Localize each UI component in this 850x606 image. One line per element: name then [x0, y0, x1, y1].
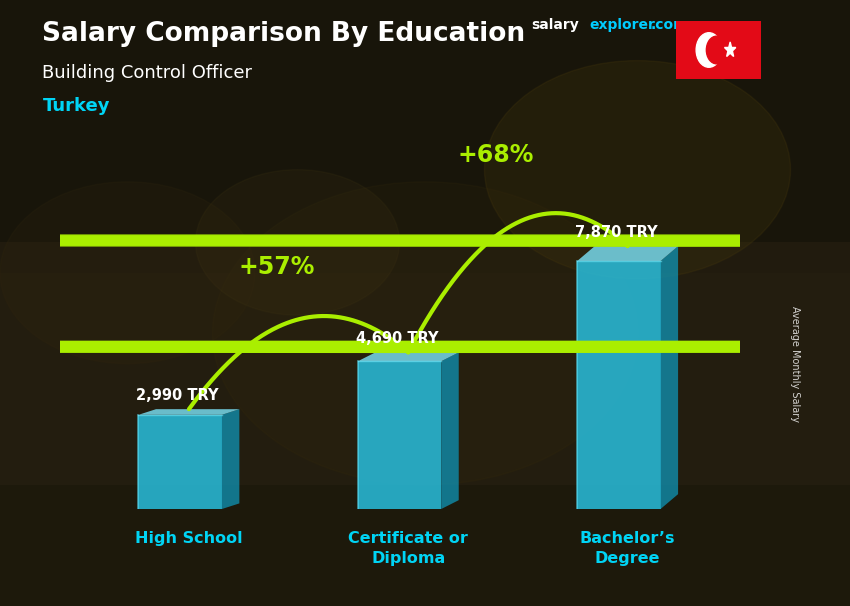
Text: High School: High School [135, 531, 243, 546]
Text: Turkey: Turkey [42, 97, 110, 115]
Polygon shape [660, 246, 678, 509]
Text: 7,870 TRY: 7,870 TRY [575, 225, 658, 240]
FancyBboxPatch shape [577, 261, 660, 509]
Circle shape [484, 61, 790, 279]
Bar [0, 0, 850, 273]
Text: +57%: +57% [239, 255, 314, 279]
Polygon shape [0, 235, 850, 246]
Polygon shape [577, 246, 678, 261]
Text: salary: salary [531, 18, 579, 32]
Circle shape [196, 170, 400, 315]
FancyBboxPatch shape [139, 415, 222, 509]
Bar [0, 242, 850, 485]
Text: Building Control Officer: Building Control Officer [42, 64, 252, 82]
Text: Salary Comparison By Education: Salary Comparison By Education [42, 21, 525, 47]
Text: 4,690 TRY: 4,690 TRY [355, 331, 438, 346]
Text: explorer: explorer [589, 18, 654, 32]
Circle shape [696, 33, 722, 67]
Circle shape [706, 36, 727, 64]
Circle shape [0, 182, 255, 364]
Text: Certificate or
Diploma: Certificate or Diploma [348, 531, 468, 566]
Polygon shape [139, 409, 240, 415]
FancyBboxPatch shape [358, 361, 441, 509]
Polygon shape [0, 341, 850, 352]
Text: Average Monthly Salary: Average Monthly Salary [790, 305, 800, 422]
Polygon shape [724, 42, 736, 56]
Polygon shape [358, 352, 459, 361]
Circle shape [212, 182, 638, 485]
Polygon shape [441, 352, 459, 509]
Polygon shape [222, 409, 240, 509]
Text: .com: .com [650, 18, 688, 32]
Text: +68%: +68% [458, 143, 534, 167]
Text: 2,990 TRY: 2,990 TRY [136, 388, 218, 403]
Text: Bachelor’s
Degree: Bachelor’s Degree [580, 531, 676, 566]
